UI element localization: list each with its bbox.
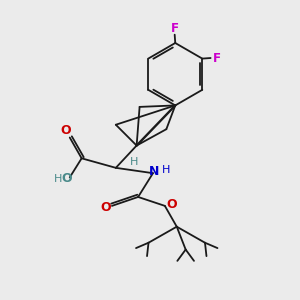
- Text: F: F: [171, 22, 179, 35]
- Text: H: H: [162, 165, 170, 175]
- Text: O: O: [60, 124, 70, 137]
- Text: O: O: [100, 201, 111, 214]
- Text: H: H: [130, 158, 138, 167]
- Text: H: H: [54, 174, 63, 184]
- Text: O: O: [61, 172, 72, 185]
- Text: N: N: [148, 165, 159, 178]
- Text: O: O: [166, 198, 177, 211]
- Text: F: F: [213, 52, 221, 64]
